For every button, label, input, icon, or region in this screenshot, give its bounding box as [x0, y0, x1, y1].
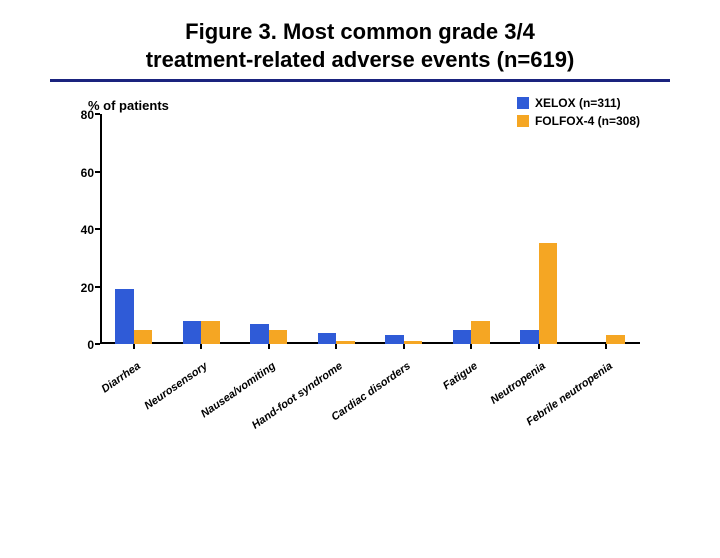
bar: [606, 335, 625, 344]
x-tick-label: Neutropenia: [488, 360, 547, 407]
figure-title-block: Figure 3. Most common grade 3/4 treatmen…: [50, 18, 670, 82]
chart-container: % of patients XELOX (n=311)FOLFOX-4 (n=3…: [50, 102, 670, 462]
x-axis-labels: DiarrheaNeurosensoryNausea/vomitingHand-…: [100, 352, 640, 462]
bar: [269, 330, 288, 344]
x-tick-mark: [268, 344, 270, 349]
legend-label: XELOX (n=311): [535, 96, 621, 110]
legend-item: XELOX (n=311): [517, 96, 640, 110]
y-tick-label: 80: [81, 108, 94, 122]
y-tick-mark: [95, 113, 100, 115]
bar: [539, 243, 558, 344]
bar: [250, 324, 269, 344]
figure-title-line2: treatment-related adverse events (n=619): [50, 46, 670, 74]
bar: [183, 321, 202, 344]
bar: [336, 341, 355, 344]
x-tick-mark: [403, 344, 405, 349]
x-tick-mark: [200, 344, 202, 349]
figure-title-line1: Figure 3. Most common grade 3/4: [50, 18, 670, 46]
x-tick-mark: [605, 344, 607, 349]
y-tick-mark: [95, 228, 100, 230]
x-tick-mark: [335, 344, 337, 349]
bar: [318, 333, 337, 345]
bar: [115, 289, 134, 344]
y-axis-title: % of patients: [88, 98, 169, 113]
bar: [201, 321, 220, 344]
x-tick-label: Fatigue: [441, 360, 480, 392]
x-tick-mark: [538, 344, 540, 349]
bar: [471, 321, 490, 344]
y-tick-label: 40: [81, 223, 94, 237]
y-tick-mark: [95, 343, 100, 345]
bars-layer: [100, 114, 640, 344]
plot-area: 020406080: [100, 114, 640, 344]
bar: [404, 341, 423, 344]
y-tick-label: 60: [81, 166, 94, 180]
bar: [385, 335, 404, 344]
x-tick-label: Diarrhea: [99, 360, 142, 395]
y-tick-mark: [95, 286, 100, 288]
y-tick-mark: [95, 171, 100, 173]
x-tick-mark: [133, 344, 135, 349]
bar: [520, 330, 539, 344]
x-tick-mark: [470, 344, 472, 349]
bar: [453, 330, 472, 344]
legend-swatch: [517, 97, 529, 109]
bar: [134, 330, 153, 344]
x-tick-label: Neurosensory: [143, 360, 210, 412]
y-tick-label: 0: [87, 338, 94, 352]
y-tick-label: 20: [81, 281, 94, 295]
